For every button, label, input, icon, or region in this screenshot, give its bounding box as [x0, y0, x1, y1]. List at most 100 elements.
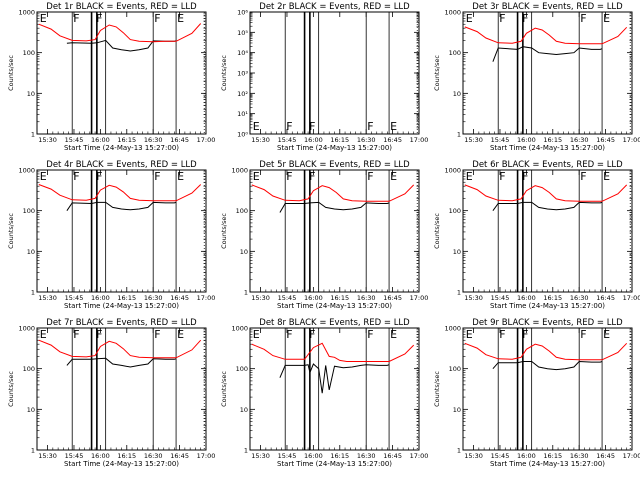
y-tick-label: 100	[449, 207, 461, 215]
y-tick-label: 10⁴	[237, 49, 248, 57]
flag-label: F	[154, 170, 160, 183]
flag-label: F	[73, 170, 79, 183]
y-tick-label: 10³	[237, 70, 248, 78]
x-axis-label: Start Time (24-May-13 15:27:00)	[64, 144, 179, 152]
lld-series-line	[464, 184, 628, 202]
x-tick-label: 15:45	[491, 294, 510, 302]
events-series-line	[279, 201, 390, 213]
y-tick-label: 1	[244, 289, 248, 297]
flag-label: E	[466, 170, 473, 183]
flag-label: F	[96, 170, 102, 183]
x-tick-label: 15:30	[38, 136, 57, 144]
chart-title: Det 2r BLACK = Events, RED = LLD	[259, 2, 410, 12]
x-axis-label: Start Time (24-May-13 15:27:00)	[490, 302, 605, 310]
flag-label: E	[390, 120, 397, 133]
chart-panel-9: Det 9r BLACK = Events, RED = LLD Counts/s…	[433, 318, 640, 468]
x-tick-label: 16:45	[170, 452, 189, 460]
flag-label: E	[177, 12, 184, 25]
x-tick-label: 15:45	[491, 136, 510, 144]
flag-label: E	[390, 328, 397, 341]
y-axis-label: Counts/sec	[220, 213, 228, 249]
flag-label: F	[499, 170, 505, 183]
x-tick-label: 15:45	[65, 136, 84, 144]
flag-label: F	[73, 328, 79, 341]
x-tick-label: 16:15	[117, 294, 136, 302]
y-tick-label: 100	[449, 365, 461, 373]
x-tick-label: 17:00	[623, 136, 640, 144]
y-tick-label: 10⁰	[237, 131, 248, 139]
y-tick-label: 10	[240, 248, 248, 256]
x-axis-label: Start Time (24-May-13 15:27:00)	[64, 302, 179, 310]
y-tick-label: 10	[453, 248, 461, 256]
flag-label: E	[177, 328, 184, 341]
flag-label: F	[580, 170, 586, 183]
flag-label: F	[286, 120, 292, 133]
x-tick-label: 16:45	[170, 136, 189, 144]
lld-series-line	[38, 23, 202, 43]
plot-frame	[249, 11, 420, 135]
chart-panel-2: Det 2r BLACK = Events, RED = LLD Counts/s…	[220, 2, 428, 152]
flag-label: E	[603, 12, 610, 25]
chart-title: Det 9r BLACK = Events, RED = LLD	[472, 318, 623, 328]
x-tick-label: 16:15	[330, 452, 349, 460]
x-axis-label: Start Time (24-May-13 15:27:00)	[490, 460, 605, 468]
x-tick-label: 16:00	[304, 294, 323, 302]
chart-title: Det 5r BLACK = Events, RED = LLD	[259, 160, 410, 170]
x-tick-label: 15:30	[464, 294, 483, 302]
x-tick-label: 16:00	[304, 452, 323, 460]
x-tick-label: 15:30	[464, 136, 483, 144]
x-tick-label: 15:30	[464, 452, 483, 460]
x-tick-label: 15:45	[65, 452, 84, 460]
flag-label: F	[522, 328, 528, 341]
x-tick-label: 16:00	[517, 452, 536, 460]
y-tick-label: 10	[27, 406, 35, 414]
flag-label: E	[177, 170, 184, 183]
lld-series-line	[38, 339, 202, 359]
plot-frame	[36, 11, 207, 135]
x-tick-label: 17:00	[410, 136, 429, 144]
events-series-line	[492, 46, 603, 62]
x-tick-label: 15:45	[278, 136, 297, 144]
x-tick-label: 16:00	[517, 294, 536, 302]
y-tick-label: 1000	[444, 325, 461, 333]
x-tick-label: 17:00	[197, 294, 216, 302]
chart-title: Det 7r BLACK = Events, RED = LLD	[46, 318, 197, 328]
x-tick-label: 16:15	[117, 452, 136, 460]
x-tick-label: 16:45	[596, 136, 615, 144]
x-tick-label: 15:30	[38, 452, 57, 460]
y-tick-label: 10²	[237, 90, 248, 98]
x-tick-label: 16:45	[170, 294, 189, 302]
x-tick-label: 15:45	[491, 452, 510, 460]
y-tick-label: 1000	[18, 9, 35, 17]
x-tick-label: 16:15	[117, 136, 136, 144]
flag-label: E	[603, 328, 610, 341]
flag-label: F	[367, 170, 373, 183]
flag-label: F	[580, 328, 586, 341]
lld-series-line	[464, 342, 628, 361]
plot-frame	[249, 327, 420, 451]
x-tick-label: 16:15	[543, 452, 562, 460]
flag-label: F	[309, 120, 315, 133]
plot-frame	[462, 11, 633, 135]
lld-series-line	[464, 26, 628, 45]
x-tick-label: 15:45	[278, 294, 297, 302]
flag-label: F	[580, 12, 586, 25]
y-axis-label: Counts/sec	[7, 213, 15, 249]
y-axis-label: Counts/sec	[220, 55, 228, 91]
flag-label: E	[40, 12, 47, 25]
y-tick-label: 1	[457, 131, 461, 139]
y-tick-label: 100	[236, 365, 248, 373]
y-tick-label: 100	[449, 49, 461, 57]
chart-panel-8: Det 8r BLACK = Events, RED = LLD Counts/s…	[220, 318, 428, 468]
x-tick-label: 16:30	[357, 294, 376, 302]
y-tick-label: 10	[453, 90, 461, 98]
events-series-line	[492, 360, 603, 371]
y-tick-label: 10	[27, 248, 35, 256]
x-tick-label: 16:30	[144, 136, 163, 144]
x-axis-label: Start Time (24-May-13 15:27:00)	[64, 460, 179, 468]
x-tick-label: 16:30	[357, 136, 376, 144]
flag-label: F	[309, 170, 315, 183]
y-axis-label: Counts/sec	[433, 55, 441, 91]
y-tick-label: 100	[23, 207, 35, 215]
